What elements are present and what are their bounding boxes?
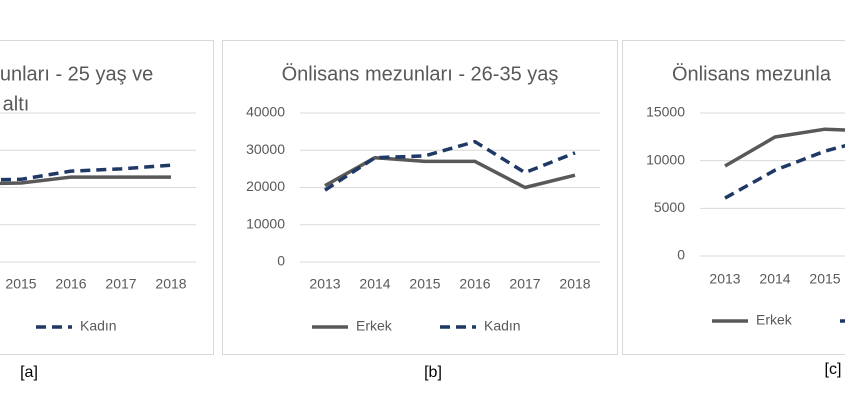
y-tick-label: 10000: [646, 151, 685, 167]
y-tick-label: 20000: [246, 178, 285, 194]
x-tick-label: 2014: [359, 276, 390, 292]
series-line: [724, 127, 845, 168]
x-tick-label: 2016: [55, 276, 86, 292]
chart-title: altı: [3, 93, 30, 115]
x-tick-label: 2016: [459, 276, 490, 292]
legend-label: Erkek: [356, 318, 393, 334]
x-tick-label: 2014: [759, 271, 790, 287]
y-tick-label: 0: [277, 253, 285, 269]
legend-label: Kadın: [484, 318, 521, 334]
y-tick-label: 0: [677, 247, 685, 263]
x-tick-label: 2013: [709, 271, 740, 287]
series-line: [724, 143, 845, 200]
series-line: [0, 163, 172, 182]
x-tick-label: 2015: [409, 276, 440, 292]
y-tick-label: 40000: [246, 104, 285, 120]
y-tick-label: 5000: [654, 199, 685, 215]
x-tick-label: 2017: [105, 276, 136, 292]
series-line: [0, 175, 171, 186]
series-line: [324, 139, 576, 192]
chart-title: Önlisans mezunla: [672, 63, 832, 85]
y-tick-label: 10000: [246, 215, 285, 231]
y-tick-label: 30000: [246, 141, 285, 157]
x-tick-label: 2013: [309, 276, 340, 292]
x-tick-label: 2015: [809, 271, 840, 287]
legend-label: Kadın: [80, 318, 117, 334]
caption: [c]: [825, 361, 842, 378]
caption: [b]: [424, 364, 442, 381]
caption: [a]: [20, 364, 38, 381]
y-tick-label: 15000: [646, 104, 685, 120]
legend-label: Erkek: [756, 312, 793, 328]
series-line: [324, 155, 576, 190]
x-tick-label: 2017: [509, 276, 540, 292]
panel: [0, 40, 214, 355]
x-tick-label: 2018: [155, 276, 186, 292]
x-tick-label: 2015: [5, 276, 36, 292]
panel: [622, 40, 845, 355]
panel: [222, 40, 618, 355]
x-tick-label: 2018: [559, 276, 590, 292]
chart-title: Önlisans mezunları - 25 yaş ve: [0, 63, 153, 85]
chart-title: Önlisans mezunları - 26-35 yaş: [282, 63, 559, 85]
